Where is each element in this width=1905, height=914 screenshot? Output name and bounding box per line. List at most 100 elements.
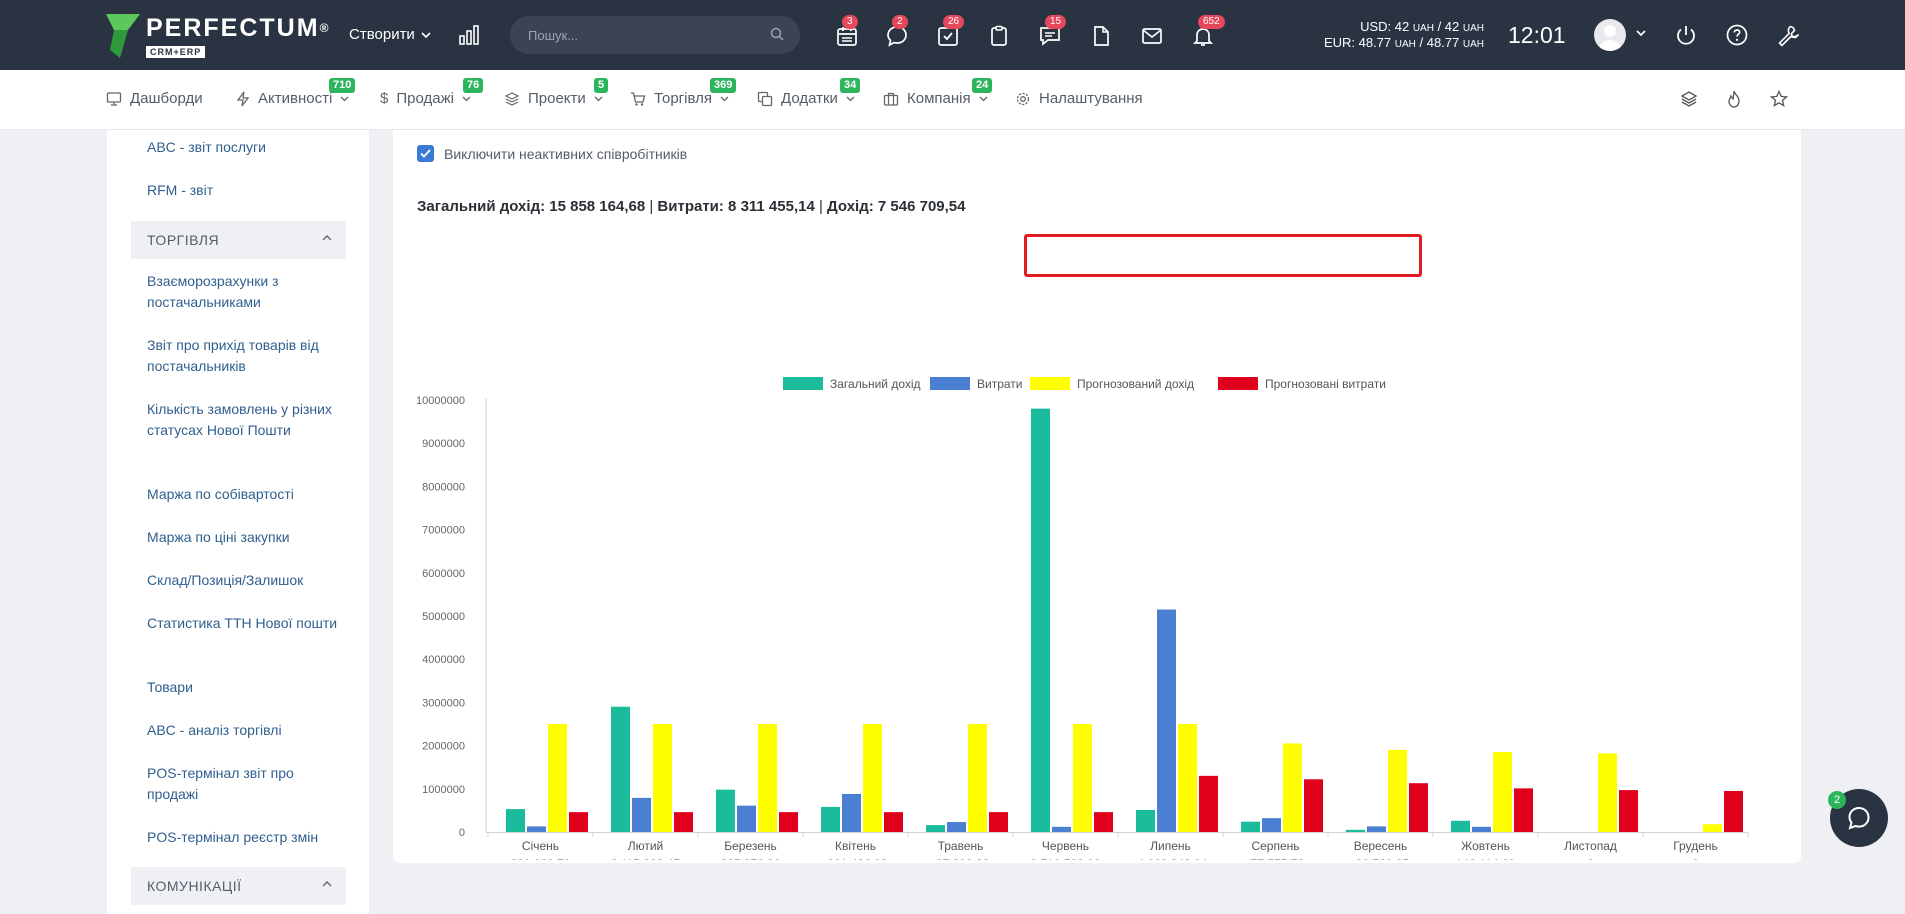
avatar[interactable] — [1594, 19, 1626, 51]
chart-bar — [1094, 812, 1113, 832]
y-tick-label: 5000000 — [422, 611, 465, 623]
summary-income: Загальний дохід: 15 858 164,68 — [417, 198, 646, 215]
x-category-label: Вересень — [1354, 839, 1408, 853]
chart-bar — [1262, 818, 1281, 832]
chart-bar — [1703, 824, 1722, 832]
nav-label: Активності — [258, 90, 333, 107]
nav-badge: 710 — [329, 78, 356, 93]
layers-stack-icon[interactable] — [1680, 90, 1698, 108]
chart-bar — [1451, 820, 1470, 832]
summary-profit: Дохід: 7 546 709,54 — [827, 198, 966, 215]
sidebar-item-margin-purchase[interactable]: Маржа по ціні закупки — [147, 529, 290, 545]
sidebar-item-abc-trade[interactable]: ABC - аналіз торгівлі — [147, 722, 282, 738]
exclude-inactive-checkbox[interactable] — [417, 145, 434, 162]
chart-bar — [758, 724, 777, 832]
chevron-down-icon — [462, 96, 471, 101]
chart-bar — [716, 789, 735, 832]
sidebar-item-settlements[interactable]: Взаєморозрахунки з постачальниками — [147, 273, 279, 310]
eur-unit: UAH — [1394, 39, 1416, 50]
help-icon[interactable] — [1725, 23, 1749, 47]
y-tick-label: 1000000 — [422, 784, 465, 796]
star-icon[interactable] — [1770, 90, 1788, 108]
chart-bar — [1178, 724, 1197, 832]
logo-subtitle: CRM+ERP — [146, 46, 206, 58]
sidebar-item-goods[interactable]: Товари — [147, 679, 193, 695]
x-category-sublabel: 9 710 598,09 — [1030, 857, 1100, 860]
chart-bar — [1472, 826, 1491, 832]
logo[interactable]: PERFECTUM® CRM+ERP — [106, 14, 330, 60]
chart-bar — [737, 805, 756, 832]
x-category-sublabel: 0 — [1587, 857, 1594, 860]
nav-trade[interactable]: Торгівля 369 — [630, 78, 737, 107]
x-category-sublabel: 0 — [1692, 857, 1699, 860]
dollar-icon: $ — [380, 90, 389, 107]
search-icon[interactable] — [770, 27, 784, 41]
chart-bar — [674, 812, 693, 832]
sidebar-item-margin-cost[interactable]: Маржа по собівартості — [147, 486, 294, 502]
sidebar-item-nova-poshta-orders[interactable]: Кількість замовлень у різних статусах Но… — [147, 401, 332, 438]
report-card: Виключити неактивних співробітників Зага… — [393, 130, 1801, 863]
x-category-label: Квітень — [835, 839, 876, 853]
top-bar: PERFECTUM® CRM+ERP Створити 3 2 26 15 — [0, 0, 1905, 70]
nav-dashboards[interactable]: Дашборди — [106, 90, 203, 107]
sidebar-item-ttn-stats[interactable]: Статистика ТТН Нової пошти — [147, 615, 338, 631]
bar-chart-icon[interactable] — [458, 24, 480, 46]
task-check-icon[interactable]: 26 — [936, 15, 965, 48]
exclude-inactive-row: Виключити неактивних співробітників — [417, 145, 687, 162]
legend-label: Витрати — [977, 377, 1023, 391]
chart-bar — [1136, 809, 1155, 832]
x-category-sublabel: -77 555,78 — [1247, 857, 1305, 860]
nav-settings[interactable]: Налаштування — [1015, 90, 1143, 107]
document-icon[interactable] — [1089, 24, 1113, 48]
bell-icon[interactable]: 652 — [1191, 15, 1225, 48]
sidebar-item-abc-services[interactable]: ABC - звіт послуги — [147, 139, 266, 155]
x-category-label: Липень — [1150, 839, 1191, 853]
logo-mark-icon — [106, 14, 140, 58]
nav-sales[interactable]: $ Продажі 76 — [380, 78, 484, 107]
monitor-icon — [106, 91, 122, 106]
comments-icon[interactable]: 15 — [1038, 15, 1067, 48]
nav-activities[interactable]: Активності 710 — [236, 78, 356, 107]
exclude-inactive-label: Виключити неактивних співробітників — [444, 145, 688, 162]
nav-projects[interactable]: Проекти 5 — [504, 78, 609, 107]
sidebar-item-pos-sales[interactable]: POS-термінал звіт про продажі — [147, 765, 294, 802]
chevron-down-icon — [421, 31, 431, 38]
sidebar-item-warehouse[interactable]: Склад/Позиція/Залишок — [147, 572, 304, 588]
sidebar-item-goods-receipt[interactable]: Звіт про прихід товарів від постачальник… — [147, 337, 319, 374]
chart-bar — [1514, 788, 1533, 832]
chevron-down-icon[interactable] — [1636, 30, 1646, 36]
chart-bar — [1241, 821, 1260, 832]
chat-widget-button[interactable]: 2 — [1828, 789, 1888, 847]
chart-bar — [1052, 826, 1071, 832]
chart-bar — [1493, 752, 1512, 832]
x-category-sublabel: -4 660 343,94 — [1133, 857, 1207, 860]
sidebar-section-trade[interactable]: ТОРГІВЛЯ — [131, 221, 346, 259]
chart-bar — [1367, 826, 1386, 832]
y-tick-label: 0 — [459, 827, 465, 839]
chart-bar — [1157, 609, 1176, 832]
chevron-down-icon — [720, 96, 729, 101]
chat-icon — [1848, 806, 1870, 830]
sidebar-section-communications[interactable]: КОМУНІКАЦІЇ — [131, 867, 346, 905]
logo-registered: ® — [319, 21, 331, 35]
sidebar-item-rfm[interactable]: RFM - звіт — [147, 182, 214, 198]
create-button[interactable]: Створити — [349, 26, 431, 43]
x-category-label: Січень — [522, 839, 559, 853]
fire-icon[interactable] — [1726, 90, 1742, 108]
calendar-icon[interactable]: 3 — [835, 15, 859, 48]
wrench-icon[interactable] — [1776, 23, 1800, 47]
search-input[interactable] — [528, 27, 768, 43]
nav-label: Компанія — [907, 90, 971, 107]
power-icon[interactable] — [1674, 23, 1698, 47]
chart-bar — [548, 724, 567, 832]
tasks-badge: 26 — [943, 15, 965, 29]
chart-bar — [1199, 775, 1218, 832]
nav-addons[interactable]: Додатки 34 — [757, 78, 861, 107]
clipboard-icon[interactable] — [987, 24, 1011, 48]
nav-company[interactable]: Компанія 24 — [883, 78, 993, 107]
chart-bar — [1304, 779, 1323, 832]
sidebar-item-pos-shifts[interactable]: POS-термінал реєстр змін — [147, 829, 319, 845]
mail-icon[interactable] — [1140, 24, 1164, 48]
x-category-sublabel: 399 060,70 — [510, 857, 570, 860]
chat-bubble-icon[interactable]: 2 — [885, 15, 909, 48]
